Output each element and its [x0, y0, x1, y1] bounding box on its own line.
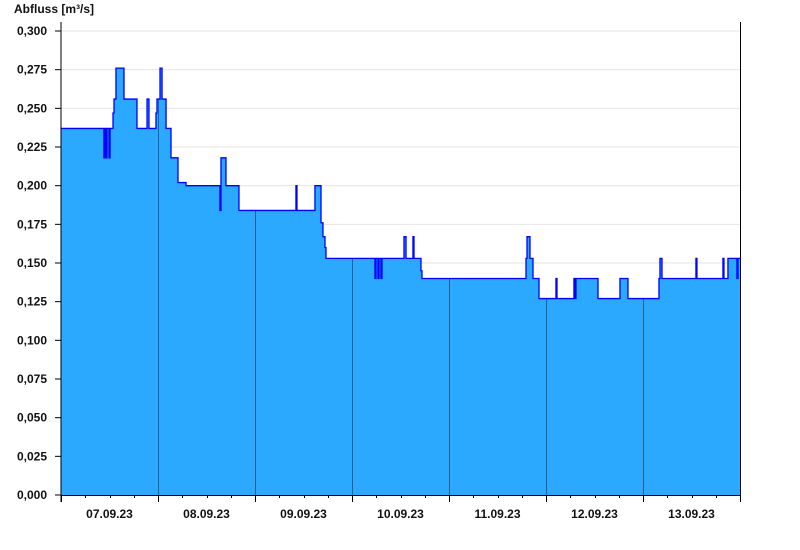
y-tick-label: 0,175 — [17, 217, 47, 231]
y-tick-label: 0,050 — [17, 411, 47, 425]
discharge-area — [61, 68, 740, 496]
x-tick-label: 07.09.23 — [86, 507, 133, 521]
y-tick-label: 0,075 — [17, 372, 47, 386]
y-axis-label: Abfluss [m³/s] — [14, 2, 94, 16]
axes — [60, 22, 741, 502]
x-tick-label: 11.09.23 — [474, 507, 520, 521]
x-tick-label: 09.09.23 — [280, 507, 327, 521]
y-tick-label: 0,300 — [17, 24, 47, 38]
y-tick-label: 0,100 — [17, 333, 47, 347]
x-tick-label: 10.09.23 — [377, 507, 424, 521]
discharge-line — [61, 67, 740, 300]
x-tick-label: 13.09.23 — [668, 507, 715, 521]
y-tick-label: 0,000 — [17, 488, 47, 502]
y-tick-label: 0,150 — [17, 256, 47, 270]
x-ticks: 07.09.23 08.09.23 09.09.23 10.09.23 11.09.23… — [61, 495, 741, 521]
x-tick-label: 12.09.23 — [571, 507, 618, 521]
y-tick-label: 0,225 — [17, 140, 47, 154]
y-ticks: 0,000 0,025 0,050 0,075 0,100 0,125 0,150 0,175… — [17, 24, 61, 502]
x-tick-label: 08.09.23 — [183, 507, 230, 521]
y-tick-label: 0,200 — [17, 179, 47, 193]
y-tick-label: 0,275 — [17, 63, 47, 77]
y-tick-label: 0,250 — [17, 101, 47, 115]
y-tick-label: 0,025 — [17, 449, 47, 463]
y-tick-label: 0,125 — [17, 295, 47, 309]
